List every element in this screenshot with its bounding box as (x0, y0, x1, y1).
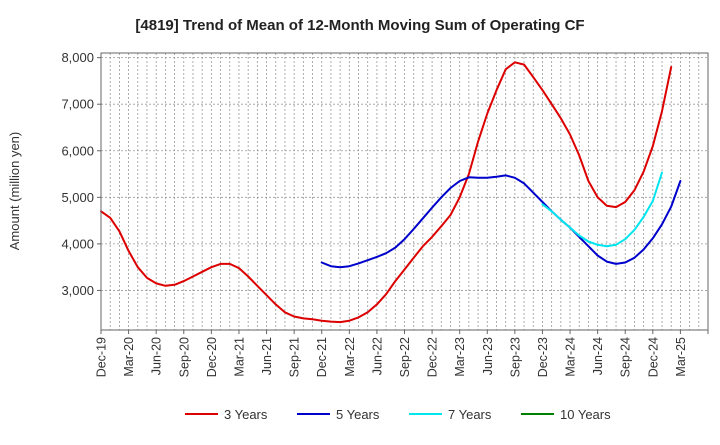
y-tick-label: 6,000 (61, 143, 94, 158)
y-tick-label: 5,000 (61, 190, 94, 205)
x-tick-label: Dec-20 (205, 337, 219, 377)
y-tick-label: 3,000 (61, 283, 94, 298)
y-tick-label: 8,000 (61, 50, 94, 65)
chart-title: [4819] Trend of Mean of 12-Month Moving … (135, 17, 584, 34)
x-tick-label: Jun-24 (591, 337, 605, 375)
y-axis-label: Amount (million yen) (7, 132, 22, 251)
y-tick-label: 4,000 (61, 236, 94, 251)
y-tick-label: 7,000 (61, 97, 94, 112)
x-tick-label: Mar-22 (343, 337, 357, 377)
x-tick-label: Dec-19 (95, 337, 109, 377)
x-tick-label: Dec-22 (426, 337, 440, 377)
x-tick-label: Dec-23 (536, 337, 550, 377)
series-line-3-years (100, 61, 673, 324)
x-tick-label: Mar-23 (453, 337, 467, 377)
x-tick-label: Sep-20 (177, 337, 191, 377)
x-tick-label: Mar-21 (232, 337, 246, 377)
x-tick-label: Dec-21 (315, 337, 329, 377)
legend: 3 Years 5 Years 7 Years 10 Years (185, 407, 611, 422)
x-tick-label: Jun-23 (481, 337, 495, 375)
x-axis: Dec-19 Mar-20 Jun-20 Sep-20 Dec-20 Mar-21 Jun-… (95, 330, 709, 377)
x-tick-label: Jun-20 (150, 337, 164, 375)
legend-label-7-years: 7 Years (448, 407, 492, 422)
x-tick-label: Sep-23 (508, 337, 522, 377)
x-tick-label: Jun-22 (370, 337, 384, 375)
grid-layer (101, 53, 708, 330)
x-tick-label: Mar-20 (122, 337, 136, 377)
y-axis: 3,000 4,000 5,000 6,000 7,000 8,000 (61, 50, 101, 298)
legend-label-3-years: 3 Years (224, 407, 268, 422)
legend-label-5-years: 5 Years (336, 407, 380, 422)
x-tick-label: Mar-24 (564, 337, 578, 377)
x-tick-label: Mar-25 (674, 337, 688, 377)
x-tick-label: Sep-21 (288, 337, 302, 377)
series-layer (100, 61, 682, 324)
x-tick-label: Jun-21 (260, 337, 274, 375)
plot-area (101, 53, 708, 330)
x-tick-label: Sep-24 (619, 337, 633, 377)
series-line-5-years (320, 174, 682, 269)
series-line-7-years (541, 171, 663, 248)
legend-label-10-years: 10 Years (560, 407, 611, 422)
x-tick-label: Dec-24 (646, 337, 660, 377)
x-tick-label: Sep-22 (398, 337, 412, 377)
